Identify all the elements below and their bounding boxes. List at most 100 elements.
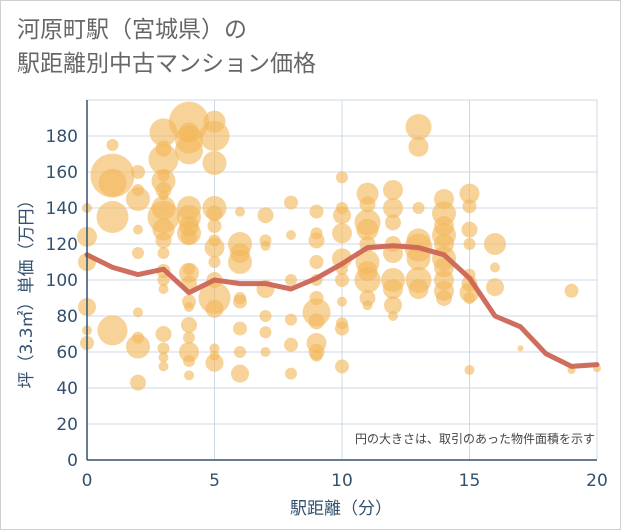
bubble-point bbox=[157, 247, 170, 259]
bubble-point bbox=[202, 151, 227, 175]
bubble-point bbox=[199, 121, 230, 151]
bubble-point bbox=[204, 237, 225, 258]
chart-title: 河原町駅（宮城県）の 駅距離別中古マンション価格 bbox=[17, 13, 316, 81]
bubble-point bbox=[308, 232, 325, 249]
bubble-point bbox=[405, 114, 432, 140]
bubble-series bbox=[77, 101, 601, 391]
y-tick-label: 0 bbox=[67, 451, 78, 471]
bubble-point bbox=[285, 367, 297, 380]
chart-title-line-1: 河原町駅（宮城県）の bbox=[17, 17, 247, 43]
bubble-point bbox=[463, 238, 476, 250]
bubble-point bbox=[155, 326, 172, 342]
bubble-point bbox=[383, 279, 403, 299]
bubble-point bbox=[206, 205, 223, 222]
bubble-point bbox=[337, 296, 347, 307]
bubble-point bbox=[408, 279, 429, 299]
bubble-point bbox=[333, 206, 351, 225]
bubble-point bbox=[484, 233, 506, 255]
bubble-point bbox=[96, 201, 129, 233]
x-tick-label: 10 bbox=[331, 471, 353, 491]
bubble-point bbox=[309, 255, 324, 269]
bubble-point bbox=[335, 359, 349, 374]
y-tick-label: 180 bbox=[46, 127, 78, 147]
bubble-point bbox=[183, 263, 195, 276]
bubble-point bbox=[259, 310, 272, 322]
bubble-point bbox=[383, 198, 403, 218]
bubble-point bbox=[158, 352, 169, 363]
bubble-size-note: 円の大きさは、取引のあった物件面積を示す bbox=[355, 431, 595, 446]
bubble-point bbox=[486, 278, 504, 297]
bubble-point bbox=[234, 346, 246, 358]
bubble-point bbox=[335, 321, 349, 336]
y-tick-label: 20 bbox=[56, 415, 78, 435]
bubble-point bbox=[359, 290, 376, 306]
y-tick-label: 160 bbox=[46, 163, 78, 183]
bubble-point bbox=[98, 168, 127, 197]
bubble-point bbox=[133, 224, 143, 235]
y-tick-label: 80 bbox=[56, 307, 78, 327]
bubble-point bbox=[183, 355, 195, 367]
bubble-point bbox=[157, 342, 170, 355]
x-tick-label: 15 bbox=[459, 471, 481, 491]
bubble-point bbox=[310, 349, 323, 362]
bubble-point bbox=[309, 204, 324, 219]
bubble-point bbox=[308, 313, 325, 330]
bubble-point bbox=[490, 262, 500, 273]
bubble-point bbox=[184, 370, 194, 381]
bubble-point bbox=[231, 364, 249, 383]
bubble-point bbox=[126, 334, 150, 359]
bubble-point bbox=[362, 300, 373, 311]
bubble-point bbox=[260, 347, 271, 357]
bubble-point bbox=[157, 274, 170, 286]
bubble-point bbox=[205, 353, 224, 372]
bubble-point bbox=[259, 326, 272, 339]
y-tick-label: 40 bbox=[56, 379, 78, 399]
bubble-point bbox=[388, 311, 398, 321]
bubble-point bbox=[106, 139, 119, 151]
bubble-point bbox=[158, 190, 169, 201]
bubble-point bbox=[208, 256, 221, 268]
bubble-point bbox=[564, 283, 579, 298]
y-tick-label: 100 bbox=[46, 271, 78, 291]
bubble-point bbox=[436, 290, 452, 306]
bubble-point bbox=[184, 302, 194, 312]
bubble-point bbox=[463, 292, 476, 304]
bubble-point bbox=[205, 299, 224, 318]
bubble-point bbox=[183, 331, 195, 344]
bubble-point bbox=[336, 171, 348, 184]
bubble-point bbox=[257, 207, 274, 224]
bubble-point bbox=[207, 219, 222, 233]
bubble-point bbox=[131, 165, 145, 179]
bubble-point bbox=[126, 187, 150, 211]
bubble-point bbox=[97, 315, 128, 346]
bubble-point bbox=[132, 184, 144, 196]
bubble-point bbox=[130, 374, 146, 391]
bubble-point bbox=[235, 206, 245, 217]
bubble-point bbox=[228, 250, 252, 274]
bubble-point bbox=[285, 313, 297, 326]
bubble-point bbox=[132, 247, 144, 259]
x-tick-label: 0 bbox=[82, 471, 93, 491]
bubble-point bbox=[158, 361, 169, 372]
axes bbox=[86, 100, 597, 461]
tick-labels: 0 20 40 60 80 100 120 140 160 180 0 5 10 15 20 bbox=[46, 127, 608, 491]
bubble-point bbox=[157, 169, 170, 182]
bubble-point bbox=[284, 337, 298, 352]
y-axis-label: 坪（3.3㎡）単価（万円） bbox=[17, 191, 37, 388]
bubble-point bbox=[354, 267, 381, 293]
bubble-point bbox=[385, 214, 401, 231]
bubble-point bbox=[332, 223, 352, 244]
x-tick-label: 20 bbox=[586, 471, 608, 491]
bubble-point bbox=[408, 136, 429, 157]
bubble-point bbox=[181, 228, 197, 245]
bubble-point bbox=[412, 202, 425, 214]
bubble-point bbox=[132, 331, 144, 344]
bubble-point bbox=[517, 345, 524, 352]
bubble-point bbox=[464, 365, 475, 375]
bubble-point bbox=[155, 232, 172, 249]
trend-line-series bbox=[84, 243, 600, 369]
bubble-point bbox=[148, 144, 179, 175]
x-tick-label: 5 bbox=[209, 471, 220, 491]
bubble-point bbox=[260, 240, 271, 251]
